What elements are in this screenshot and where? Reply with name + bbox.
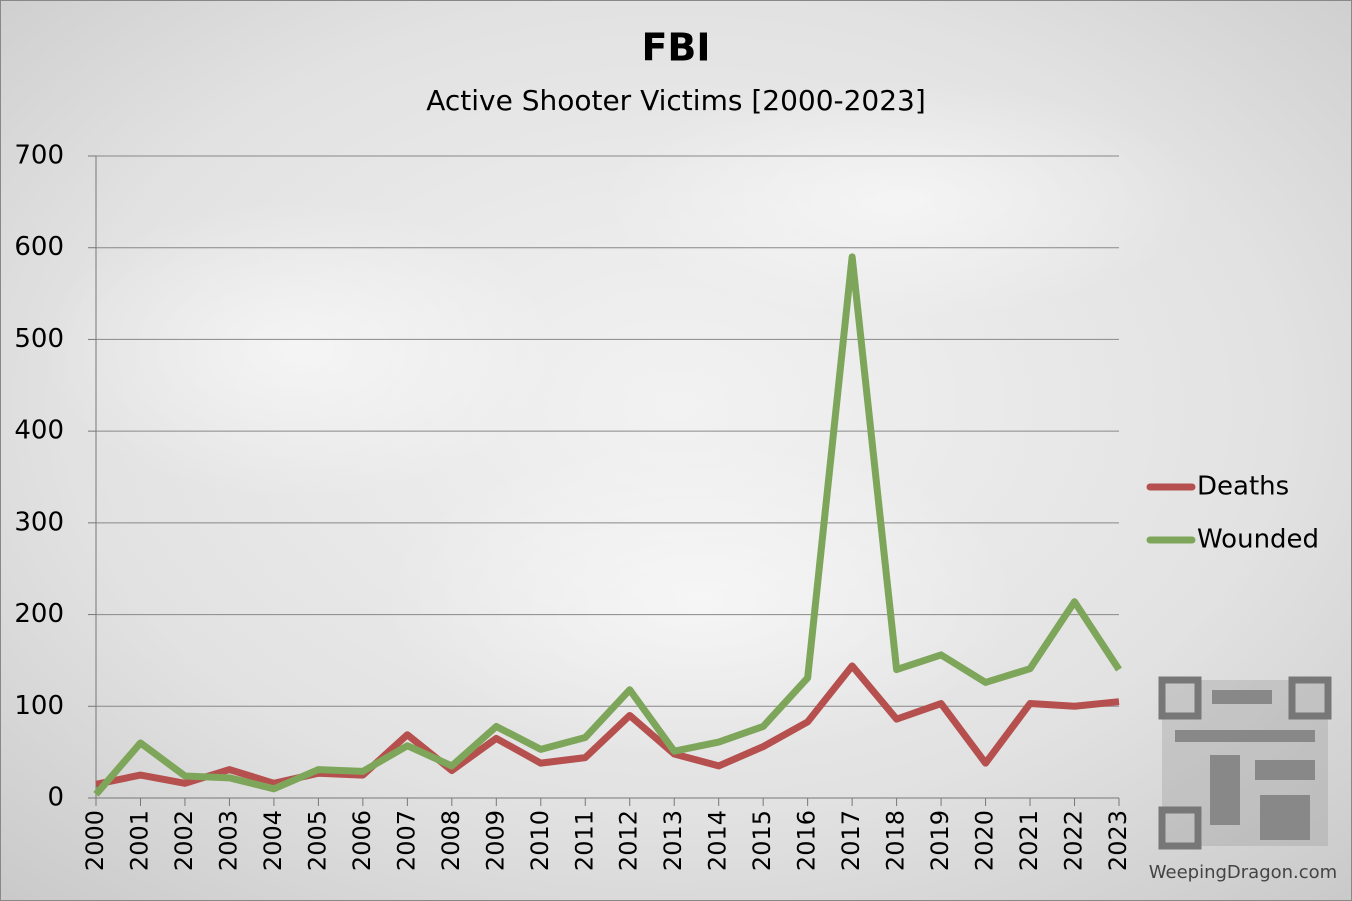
x-tick-label: 2011: [570, 810, 598, 871]
x-tick-label: 2016: [793, 810, 821, 871]
x-tick-label: 2007: [392, 810, 420, 871]
chart-subtitle: Active Shooter Victims [2000-2023]: [426, 84, 926, 117]
x-tick-label: 2017: [837, 810, 865, 871]
x-tick-label: 2020: [971, 810, 999, 871]
data-line: [95, 662, 1120, 788]
data-line: [93, 253, 1122, 797]
legend-label: Wounded: [1197, 525, 1319, 555]
y-tick-label: 0: [47, 783, 64, 813]
x-tick-label: 2018: [882, 810, 910, 871]
x-tick-label: 2013: [659, 810, 687, 871]
x-tick-label: 2000: [81, 810, 109, 871]
y-tick-label: 100: [14, 691, 64, 721]
y-tick-label: 700: [14, 141, 64, 171]
chart-title: FBI: [641, 26, 710, 70]
y-tick-label: 400: [14, 416, 64, 446]
x-tick-label: 2021: [1015, 810, 1043, 871]
x-tick-label: 2015: [748, 810, 776, 871]
x-tick-label: 2023: [1104, 810, 1132, 871]
x-tick-label: 2022: [1060, 810, 1088, 871]
x-tick-label: 2002: [170, 810, 198, 871]
legend-label: Deaths: [1197, 472, 1289, 502]
cloud: [600, 80, 1200, 320]
watermark: WeepingDragon.com: [1149, 862, 1337, 883]
x-tick-label: 2004: [259, 810, 287, 871]
x-tick-label: 2019: [926, 810, 954, 871]
x-tick-label: 2006: [348, 810, 376, 871]
y-tick-label: 300: [14, 507, 64, 537]
x-tick-label: 2003: [214, 810, 242, 871]
x-tick-label: 2008: [437, 810, 465, 871]
x-tick-label: 2009: [481, 810, 509, 871]
qr-code: [1158, 676, 1332, 850]
x-tick-label: 2001: [125, 810, 153, 871]
y-tick-label: 500: [14, 324, 64, 354]
x-tick-label: 2010: [526, 810, 554, 871]
x-tick-label: 2014: [704, 810, 732, 871]
x-tick-label: 2012: [615, 810, 643, 871]
y-tick-label: 600: [14, 232, 64, 262]
cloud: [40, 200, 560, 500]
y-tick-label: 200: [14, 599, 64, 629]
x-tick-label: 2005: [303, 810, 331, 871]
